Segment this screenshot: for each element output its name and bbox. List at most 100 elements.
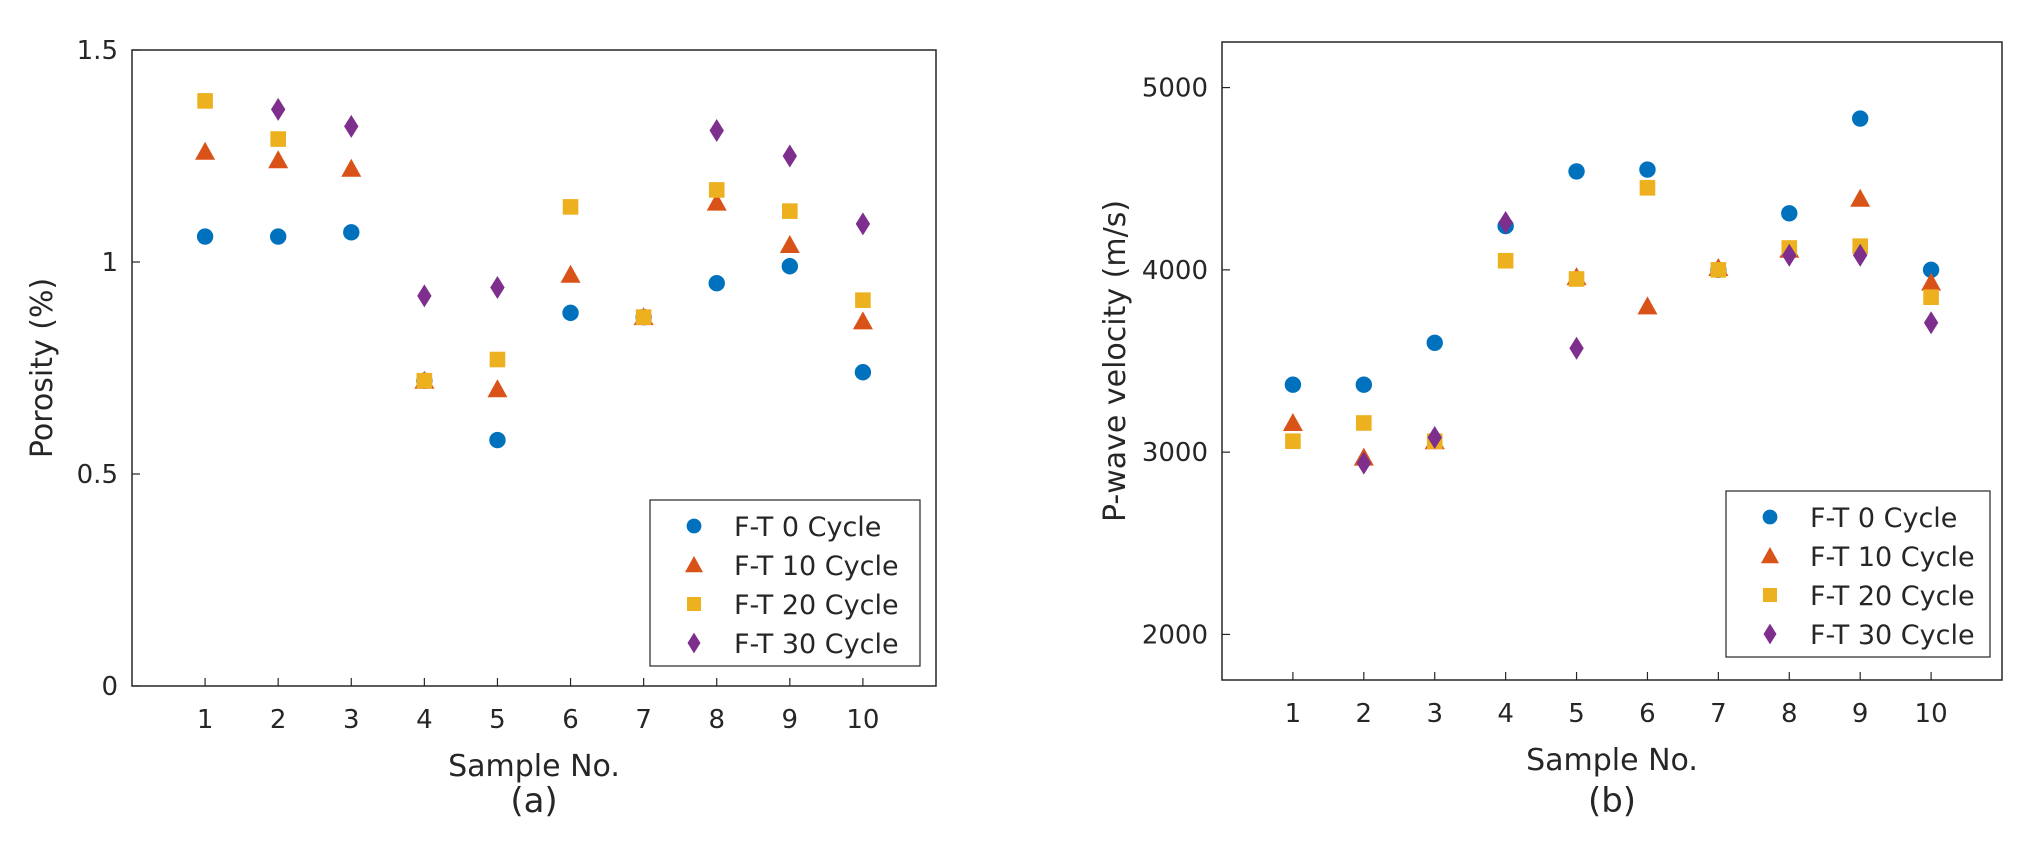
series-triangle bbox=[195, 141, 873, 398]
y-tick-label: 2000 bbox=[1142, 620, 1208, 650]
x-tick-label: 8 bbox=[708, 705, 725, 735]
plot-area-frame bbox=[131, 49, 937, 687]
data-point bbox=[562, 304, 579, 322]
legend-entry-label: F-T 20 Cycle bbox=[734, 590, 899, 621]
legend-marker bbox=[1763, 623, 1777, 645]
y-tick-label: 0 bbox=[101, 672, 118, 702]
data-point bbox=[489, 431, 506, 449]
data-point bbox=[1850, 188, 1871, 207]
data-point bbox=[855, 292, 871, 308]
series-circle bbox=[1284, 110, 1940, 393]
x-tick-label: 3 bbox=[343, 705, 360, 735]
x-tick-label: 1 bbox=[1285, 699, 1302, 729]
x-tick-label: 9 bbox=[1852, 699, 1869, 729]
y-tick-label: 1 bbox=[101, 248, 118, 278]
panel-label: (b) bbox=[1588, 781, 1636, 821]
x-tick-label: 7 bbox=[1710, 699, 1727, 729]
data-point bbox=[1282, 412, 1303, 431]
data-point bbox=[635, 309, 652, 325]
data-point bbox=[417, 284, 432, 308]
x-axis-label: Sample No. bbox=[448, 749, 620, 784]
data-point bbox=[1851, 110, 1869, 127]
data-point bbox=[270, 97, 286, 121]
data-point bbox=[416, 372, 433, 389]
x-tick-label: 4 bbox=[416, 705, 433, 735]
y-axis-label: P-wave velocity (m/s) bbox=[1098, 200, 1133, 522]
data-point bbox=[1284, 376, 1302, 393]
x-tick-label: 6 bbox=[1639, 699, 1656, 729]
data-point bbox=[1427, 426, 1442, 450]
x-tick-label: 10 bbox=[1915, 699, 1948, 729]
legend-marker bbox=[1761, 547, 1779, 564]
data-point bbox=[854, 364, 872, 381]
data-point bbox=[1356, 451, 1372, 475]
x-tick-label: 6 bbox=[562, 705, 579, 735]
data-point bbox=[1923, 289, 1939, 305]
data-point bbox=[1781, 205, 1798, 222]
series-diamond bbox=[1356, 210, 1939, 475]
series-square bbox=[197, 93, 871, 389]
legend-marker bbox=[686, 596, 702, 612]
data-point bbox=[852, 311, 873, 330]
data-point bbox=[197, 93, 213, 109]
data-point bbox=[562, 199, 579, 215]
data-point bbox=[782, 144, 798, 168]
data-point bbox=[490, 275, 505, 299]
x-tick-label: 7 bbox=[635, 705, 652, 735]
data-point bbox=[708, 275, 725, 292]
data-point bbox=[1639, 161, 1656, 178]
data-point bbox=[1497, 252, 1514, 269]
data-point bbox=[1568, 271, 1585, 287]
y-tick-label: 5000 bbox=[1142, 74, 1208, 104]
legend-entry-label: F-T 10 Cycle bbox=[734, 551, 899, 582]
data-point bbox=[269, 228, 287, 245]
x-tick-label: 1 bbox=[197, 705, 214, 735]
chart-panel-b: 1 2 3 4 5 6 7 8 9 10 2000 3000 4000 5000 Sample No. P-w… bbox=[1098, 41, 2003, 821]
legend-entry-label: F-T 0 Cycle bbox=[734, 512, 881, 543]
y-tick-label: 3000 bbox=[1142, 438, 1208, 468]
data-point bbox=[1852, 243, 1868, 267]
series-square bbox=[1285, 180, 1939, 450]
data-point bbox=[341, 158, 362, 177]
data-point bbox=[779, 235, 800, 254]
data-point bbox=[343, 224, 360, 241]
x-tick-label: 10 bbox=[846, 705, 879, 735]
data-point bbox=[1569, 336, 1584, 360]
data-point bbox=[489, 351, 506, 368]
legend-marker bbox=[687, 632, 701, 654]
x-tick-label: 5 bbox=[489, 705, 506, 735]
data-point bbox=[344, 114, 359, 138]
x-tick-label: 9 bbox=[782, 705, 799, 735]
data-point bbox=[1355, 376, 1373, 393]
x-tick-label: 3 bbox=[1426, 699, 1443, 729]
y-tick-label: 4000 bbox=[1142, 256, 1208, 286]
data-point bbox=[709, 119, 724, 143]
y-axis-label: Porosity (%) bbox=[25, 278, 60, 458]
data-point bbox=[1356, 415, 1372, 431]
x-tick-label: 8 bbox=[1781, 699, 1798, 729]
y-tick-label: 0.5 bbox=[77, 460, 118, 490]
data-point bbox=[782, 203, 798, 219]
data-point bbox=[196, 228, 214, 245]
legend-marker bbox=[1762, 509, 1778, 525]
series-circle bbox=[196, 224, 872, 449]
data-point bbox=[270, 131, 286, 147]
legend-marker bbox=[686, 518, 702, 534]
data-point bbox=[1568, 163, 1585, 180]
legend-entry-label: F-T 30 Cycle bbox=[1810, 620, 1975, 651]
data-point bbox=[855, 212, 871, 236]
x-tick-label: 5 bbox=[1568, 699, 1585, 729]
data-point bbox=[1498, 210, 1513, 234]
data-point bbox=[487, 379, 508, 398]
legend: F-T 0 Cycle F-T 10 Cycle F-T 20 Cycle F-T 3… bbox=[649, 499, 921, 667]
data-point bbox=[1782, 243, 1797, 267]
data-point bbox=[706, 192, 727, 211]
data-point bbox=[708, 182, 725, 198]
data-point bbox=[1285, 433, 1301, 450]
x-tick-label: 2 bbox=[1356, 699, 1373, 729]
data-point bbox=[195, 141, 216, 160]
legend-entry-label: F-T 10 Cycle bbox=[1810, 542, 1975, 573]
data-point bbox=[1426, 334, 1443, 351]
data-point bbox=[1710, 262, 1727, 278]
